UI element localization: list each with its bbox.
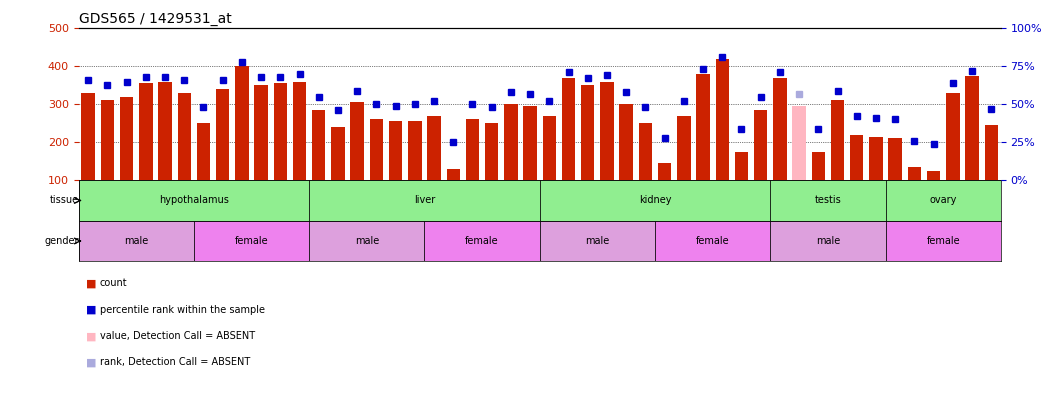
Bar (79, 180, 309, 221)
Text: rank, Detection Call = ABSENT: rank, Detection Call = ABSENT (100, 358, 249, 367)
Bar (504, 104, 518, 180)
Bar (886, 221, 1001, 261)
Bar (850, 134, 864, 180)
Bar (194, 221, 309, 261)
Text: liver: liver (414, 196, 435, 205)
Bar (886, 180, 1001, 221)
Text: ■: ■ (86, 305, 96, 315)
Bar (655, 221, 770, 261)
Bar (158, 81, 172, 180)
Text: tissue: tissue (49, 196, 79, 205)
Text: ■: ■ (86, 279, 96, 288)
Bar (619, 104, 633, 180)
Bar (309, 180, 540, 221)
Text: ■: ■ (86, 358, 96, 367)
Bar (946, 93, 960, 180)
Bar (696, 74, 709, 180)
Text: female: female (926, 236, 960, 246)
Bar (408, 122, 421, 180)
Bar (677, 116, 691, 180)
Bar (926, 171, 940, 180)
Bar (350, 102, 364, 180)
Bar (735, 152, 748, 180)
Text: female: female (696, 236, 729, 246)
Bar (658, 163, 672, 180)
Text: GDS565 / 1429531_at: GDS565 / 1429531_at (79, 12, 232, 26)
Bar (638, 123, 652, 180)
Bar (79, 221, 194, 261)
Bar (428, 116, 441, 180)
Bar (235, 66, 248, 180)
Bar (177, 93, 191, 180)
Bar (811, 152, 825, 180)
Bar (965, 76, 979, 180)
Bar (523, 106, 537, 180)
Bar (770, 180, 886, 221)
Text: gender: gender (44, 236, 79, 246)
Text: ■: ■ (86, 331, 96, 341)
Text: percentile rank within the sample: percentile rank within the sample (100, 305, 264, 315)
Bar (581, 85, 594, 180)
Text: female: female (235, 236, 268, 246)
Bar (485, 123, 499, 180)
Bar (716, 59, 729, 180)
Bar (869, 136, 882, 180)
Bar (770, 221, 886, 261)
Bar (331, 127, 345, 180)
Bar (601, 81, 614, 180)
Bar (119, 97, 133, 180)
Bar (543, 116, 556, 180)
Text: male: male (585, 236, 610, 246)
Text: kidney: kidney (638, 196, 672, 205)
Bar (540, 180, 770, 221)
Bar (540, 221, 655, 261)
Bar (889, 139, 902, 180)
Bar (197, 123, 211, 180)
Bar (792, 106, 806, 180)
Text: male: male (354, 236, 379, 246)
Bar (465, 119, 479, 180)
Text: testis: testis (814, 196, 842, 205)
Bar (831, 100, 845, 180)
Text: female: female (465, 236, 499, 246)
Text: count: count (100, 279, 127, 288)
Bar (82, 93, 95, 180)
Bar (754, 110, 767, 180)
Bar (908, 167, 921, 180)
Bar (101, 100, 114, 180)
Bar (274, 83, 287, 180)
Bar (139, 83, 153, 180)
Bar (446, 169, 460, 180)
Bar (773, 78, 787, 180)
Text: hypothalamus: hypothalamus (159, 196, 228, 205)
Bar (424, 221, 540, 261)
Text: value, Detection Call = ABSENT: value, Detection Call = ABSENT (100, 331, 255, 341)
Bar (389, 122, 402, 180)
Text: male: male (815, 236, 840, 246)
Bar (984, 125, 998, 180)
Text: male: male (124, 236, 149, 246)
Bar (309, 221, 424, 261)
Bar (562, 78, 575, 180)
Bar (292, 81, 306, 180)
Bar (216, 89, 230, 180)
Bar (255, 85, 268, 180)
Bar (312, 110, 326, 180)
Text: ovary: ovary (930, 196, 957, 205)
Bar (370, 119, 384, 180)
